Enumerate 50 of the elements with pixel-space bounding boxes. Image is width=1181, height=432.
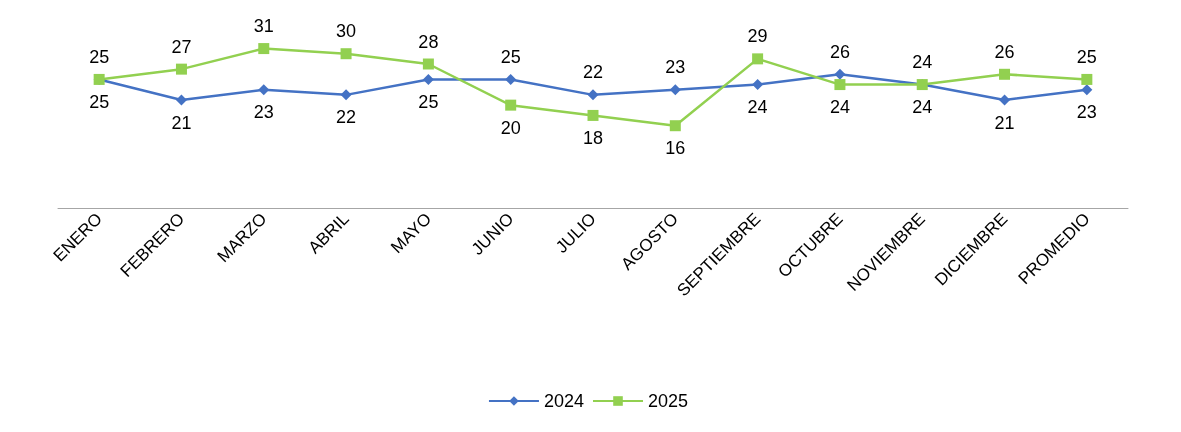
data-label: 24 — [747, 97, 768, 118]
data-label: 30 — [336, 21, 357, 42]
data-label: 18 — [582, 127, 604, 148]
data-label: 31 — [253, 16, 274, 37]
data-label: 22 — [336, 107, 357, 128]
point — [669, 84, 681, 96]
point — [422, 58, 434, 70]
legend-label: 2024 — [543, 391, 584, 411]
data-label: 23 — [253, 102, 274, 123]
legend-label: 2025 — [648, 391, 689, 411]
point — [752, 79, 764, 91]
point — [587, 89, 599, 101]
data-label: 29 — [747, 26, 768, 47]
point — [669, 120, 681, 132]
data-label: 16 — [665, 138, 686, 159]
point — [505, 99, 517, 111]
data-label: 25 — [418, 91, 439, 112]
data-label: 28 — [418, 31, 439, 52]
point — [340, 48, 352, 60]
point — [999, 94, 1011, 106]
point — [175, 94, 187, 106]
data-label: 25 — [89, 46, 110, 67]
point — [340, 89, 352, 101]
data-label: 23 — [665, 57, 686, 78]
data-label: 23 — [1076, 102, 1097, 123]
data-label: 25 — [500, 46, 521, 67]
data-label: 25 — [89, 91, 110, 112]
data-label: 20 — [500, 117, 521, 138]
data-label: 24 — [912, 52, 933, 73]
data-label: 25 — [1076, 46, 1097, 67]
point — [999, 68, 1011, 80]
point — [752, 53, 764, 65]
data-label: 24 — [829, 97, 850, 118]
point — [505, 73, 517, 85]
point — [422, 73, 434, 85]
data-label: 24 — [912, 97, 933, 118]
point — [175, 63, 187, 75]
data-label: 26 — [829, 41, 850, 62]
point — [587, 109, 599, 121]
point — [258, 84, 270, 96]
data-label: 22 — [582, 62, 604, 83]
point — [1081, 73, 1093, 85]
point — [1081, 84, 1093, 96]
data-label: 27 — [171, 36, 192, 57]
data-label: 21 — [994, 112, 1015, 133]
point — [258, 43, 270, 55]
data-label: 21 — [171, 112, 192, 133]
point — [834, 68, 846, 80]
point — [834, 79, 846, 91]
data-label: 26 — [994, 41, 1015, 62]
